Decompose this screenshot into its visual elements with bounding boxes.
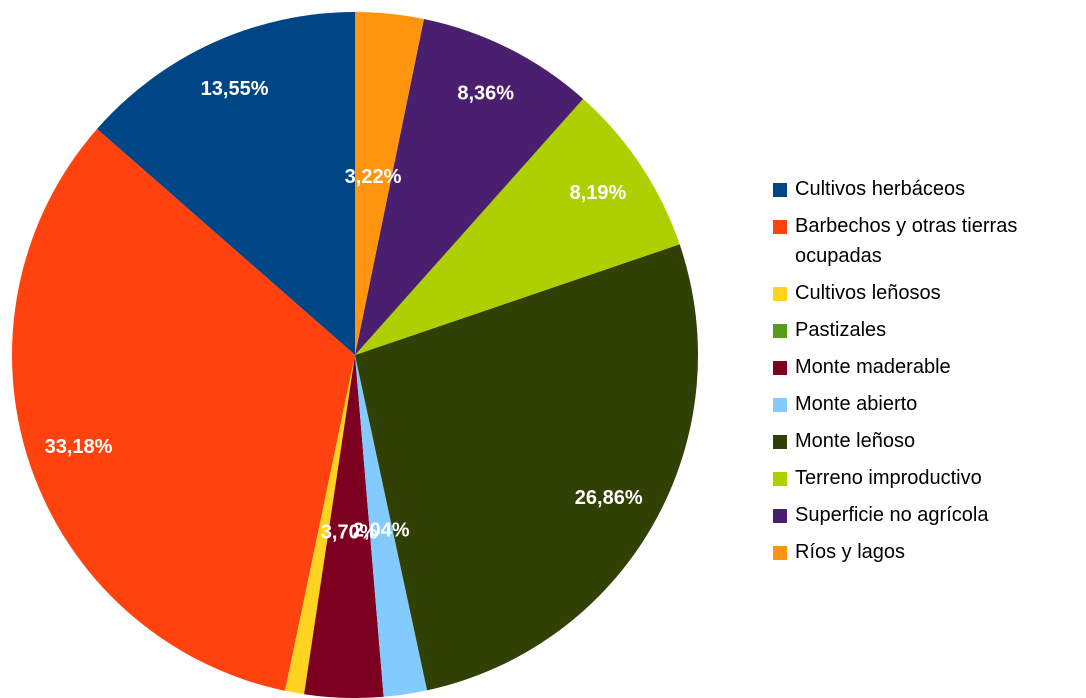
legend-swatch (773, 435, 787, 449)
legend-swatch (773, 546, 787, 560)
legend-label: Pastizales (795, 319, 886, 341)
data-label: 3,22% (345, 166, 402, 188)
data-label: 33,18% (45, 436, 113, 458)
legend-swatch (773, 509, 787, 523)
pie-slice (355, 12, 424, 355)
legend-label: Terreno improductivo (795, 467, 982, 489)
pie-slice (304, 355, 384, 698)
legend-label: Monte leñoso (795, 430, 915, 452)
pie-slice (12, 128, 356, 691)
pie-slice (355, 244, 698, 691)
legend-swatch (773, 361, 787, 375)
legend-label: Cultivos herbáceos (795, 178, 965, 200)
legend-label: Monte maderable (795, 356, 951, 378)
legend-swatch (773, 183, 787, 197)
pie-slice (355, 355, 428, 697)
data-label: 8,19% (570, 182, 627, 204)
pie-slice (285, 355, 355, 695)
data-label: 13,55% (201, 78, 269, 100)
data-label: 3,70% (321, 522, 378, 544)
pie-slice (355, 18, 584, 355)
legend-label: Superficie no agrícola (795, 504, 989, 526)
legend-swatch (773, 398, 787, 412)
pie-slice (97, 12, 356, 355)
data-label: 2,04% (353, 520, 410, 542)
legend-swatch (773, 287, 787, 301)
pie-slice (355, 98, 680, 356)
legend-label: Barbechos y otras tierras ocupadas (795, 215, 1017, 267)
legend-label: Monte abierto (795, 393, 917, 415)
legend-swatch (773, 220, 787, 234)
legend-swatch (773, 472, 787, 486)
legend-swatch (773, 324, 787, 338)
legend-label: Ríos y lagos (795, 541, 905, 563)
data-label: 26,86% (575, 487, 643, 509)
data-label: 8,36% (457, 83, 514, 105)
legend-label: Cultivos leñosos (795, 282, 941, 304)
